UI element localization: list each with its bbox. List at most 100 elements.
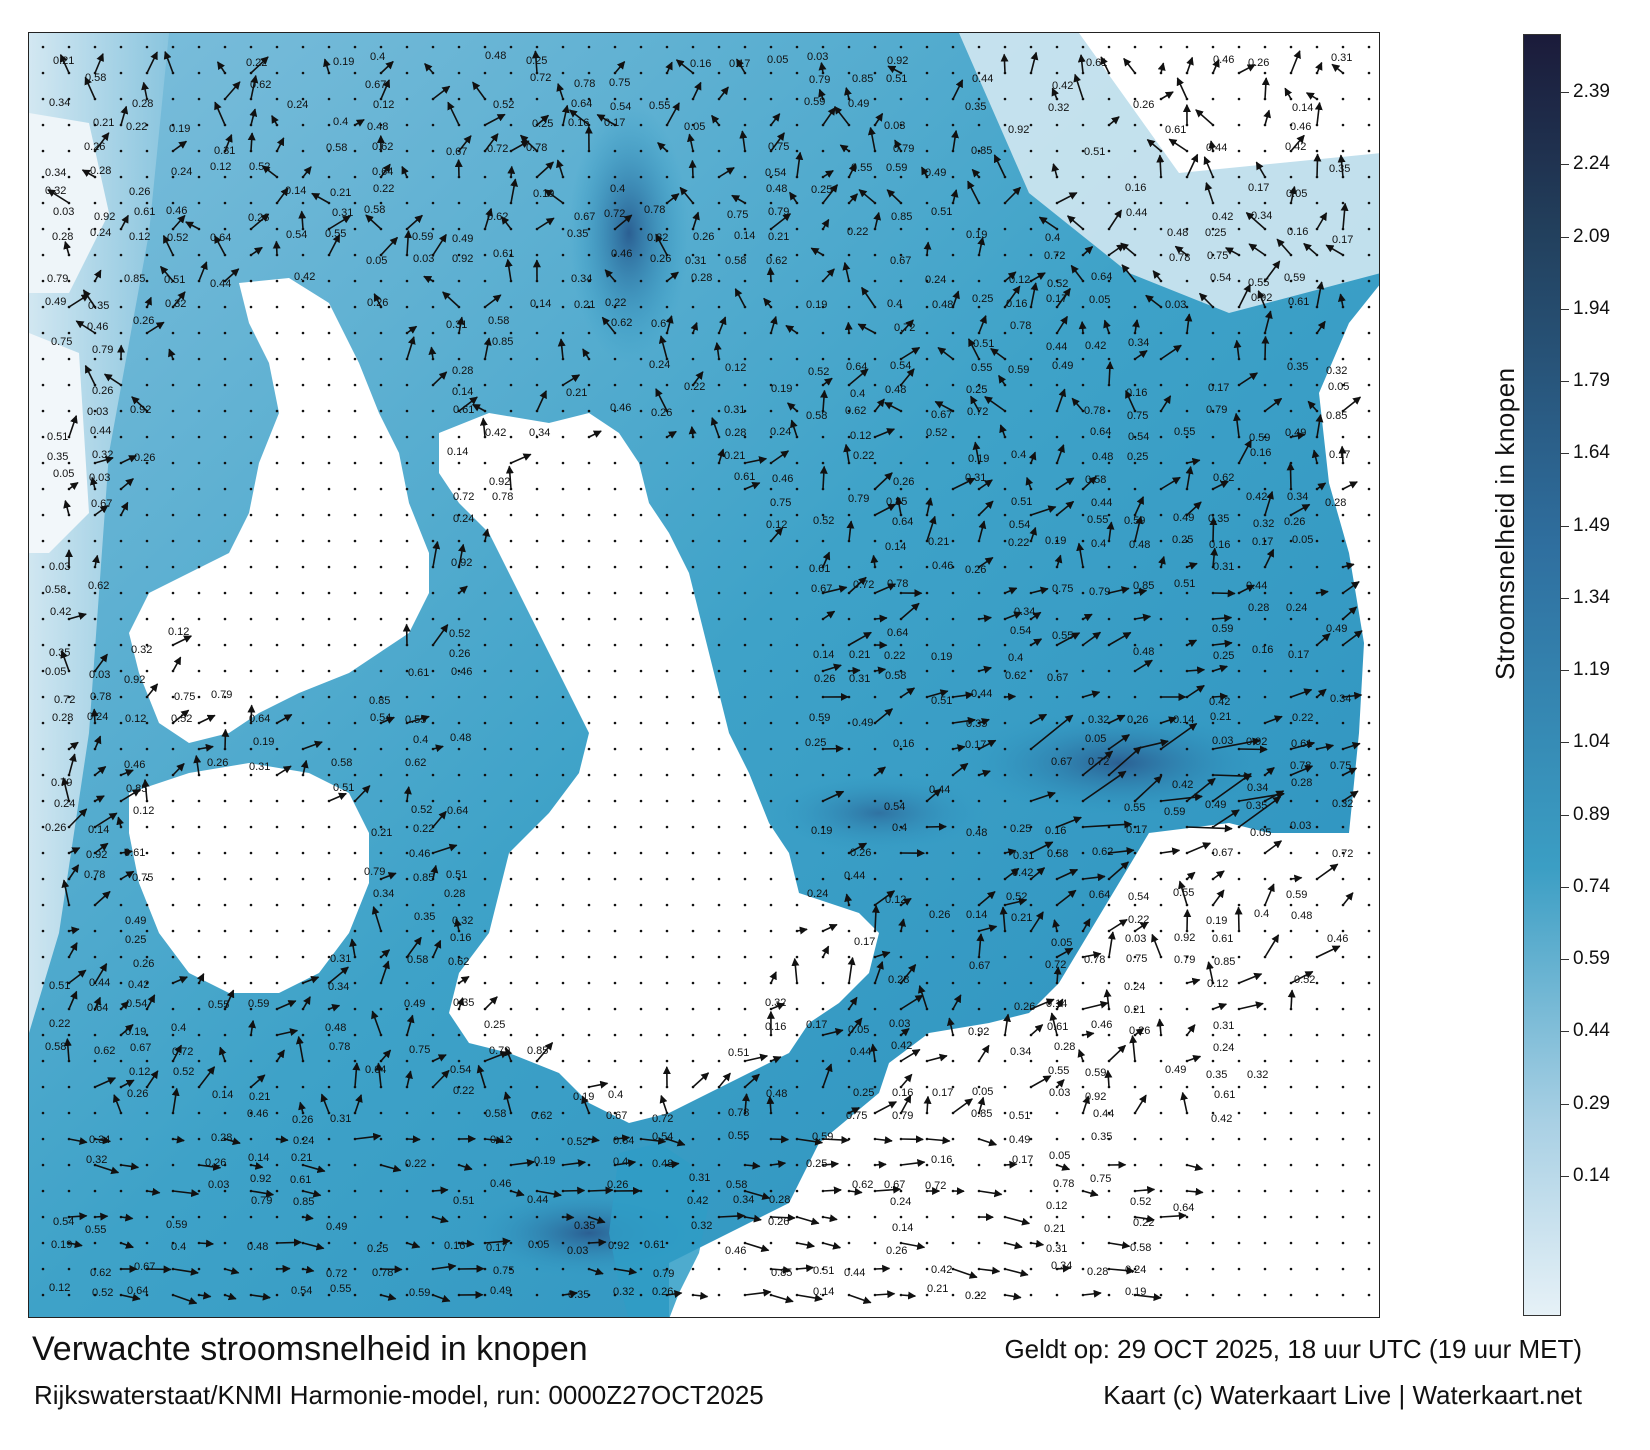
grid-dot (691, 487, 695, 491)
grid-dot (951, 903, 955, 907)
grid-dot (327, 643, 331, 647)
grid-dot (821, 773, 825, 777)
speed-label: 0.46 (611, 248, 632, 260)
grid-dot (1315, 1137, 1319, 1141)
grid-dot (1341, 955, 1345, 959)
current-arrow (1055, 998, 1064, 1010)
speed-label: 0.31 (446, 319, 467, 331)
speed-label: 0.64 (613, 1135, 634, 1147)
current-arrow (172, 291, 186, 308)
grid-dot (353, 1267, 357, 1271)
current-arrow (1004, 867, 1020, 880)
grid-dot (847, 825, 851, 829)
grid-dot (1341, 435, 1345, 439)
speed-label: 0.34 (373, 888, 394, 900)
speed-label: 0.42 (1085, 340, 1106, 352)
grid-dot (1185, 1215, 1189, 1219)
speed-label: 0.24 (1213, 1042, 1234, 1054)
speed-label: 0.26 (1014, 1001, 1035, 1013)
current-arrow (1056, 315, 1068, 334)
speed-label: 0.03 (567, 1245, 588, 1257)
grid-dot (587, 331, 591, 335)
grid-dot (1367, 383, 1371, 387)
current-arrow (302, 740, 323, 750)
current-arrow (1316, 320, 1326, 334)
grid-dot (561, 227, 565, 231)
speed-label: 0.54 (610, 101, 631, 113)
speed-label: 0.79 (211, 689, 232, 701)
grid-dot (275, 1215, 279, 1219)
grid-dot (561, 435, 565, 439)
current-arrow (1224, 247, 1240, 256)
current-arrow (453, 918, 462, 932)
grid-dot (1367, 1267, 1371, 1271)
speed-label: 0.75 (409, 1044, 430, 1056)
grid-dot (379, 1241, 383, 1245)
grid-dot (145, 929, 149, 933)
grid-dot (873, 799, 877, 803)
grid-dot (795, 71, 799, 75)
speed-label: 0.62 (1092, 846, 1113, 858)
current-arrow (844, 893, 853, 906)
grid-dot (457, 201, 461, 205)
grid-dot (1029, 227, 1033, 231)
grid-dot (483, 487, 487, 491)
grid-dot (249, 643, 253, 647)
grid-dot (535, 877, 539, 881)
current-arrow (1134, 921, 1149, 932)
grid-dot (1185, 1293, 1189, 1297)
grid-dot (1367, 747, 1371, 751)
grid-dot (925, 357, 929, 361)
speed-label: 0.26 (607, 1179, 628, 1191)
grid-dot (145, 1293, 149, 1297)
map-credit: Kaart (c) Waterkaart Live | Waterkaart.n… (1103, 1380, 1582, 1410)
grid-dot (613, 1293, 617, 1297)
grid-dot (197, 461, 201, 465)
grid-dot (925, 1085, 929, 1089)
speed-label: 0.34 (49, 97, 70, 109)
grid-dot (717, 1189, 721, 1193)
grid-dot (925, 721, 929, 725)
grid-dot (405, 1163, 409, 1167)
grid-dot (1055, 539, 1059, 543)
grid-dot (691, 695, 695, 699)
current-arrow (510, 178, 519, 204)
grid-dot (587, 227, 591, 231)
grid-dot (145, 565, 149, 569)
grid-dot (743, 799, 747, 803)
current-arrow (1178, 880, 1188, 906)
speed-label: 0.26 (651, 407, 672, 419)
grid-dot (951, 825, 955, 829)
grid-dot (67, 1111, 71, 1115)
grid-dot (1159, 643, 1163, 647)
current-arrow (276, 187, 289, 204)
grid-dot (197, 1215, 201, 1219)
speed-label: 0.03 (1212, 735, 1233, 747)
current-arrow (162, 234, 174, 256)
current-arrow (655, 388, 668, 412)
current-arrow (172, 635, 193, 646)
speed-label: 0.51 (1174, 578, 1195, 590)
current-arrow (120, 214, 129, 230)
grid-dot (405, 877, 409, 881)
grid-dot (1133, 773, 1137, 777)
grid-dot (41, 1241, 45, 1245)
grid-dot (873, 71, 877, 75)
speed-label: 0.85 (1214, 956, 1235, 968)
grid-dot (925, 669, 929, 673)
grid-dot (405, 1267, 409, 1271)
grid-dot (171, 1241, 175, 1245)
grid-dot (717, 1293, 721, 1297)
grid-dot (639, 851, 643, 855)
grid-dot (93, 1059, 97, 1063)
current-arrow (763, 297, 772, 308)
current-arrow (120, 769, 134, 777)
current-arrow (1238, 283, 1251, 308)
colorbar-tick-label: 1.34 (1573, 586, 1610, 608)
speed-label: 0.25 (484, 1019, 505, 1031)
speed-label: 0.67 (884, 1179, 905, 1191)
grid-dot (1315, 1111, 1319, 1115)
grid-dot (1003, 825, 1007, 829)
speed-label: 0.49 (852, 717, 873, 729)
current-arrow (380, 960, 390, 984)
